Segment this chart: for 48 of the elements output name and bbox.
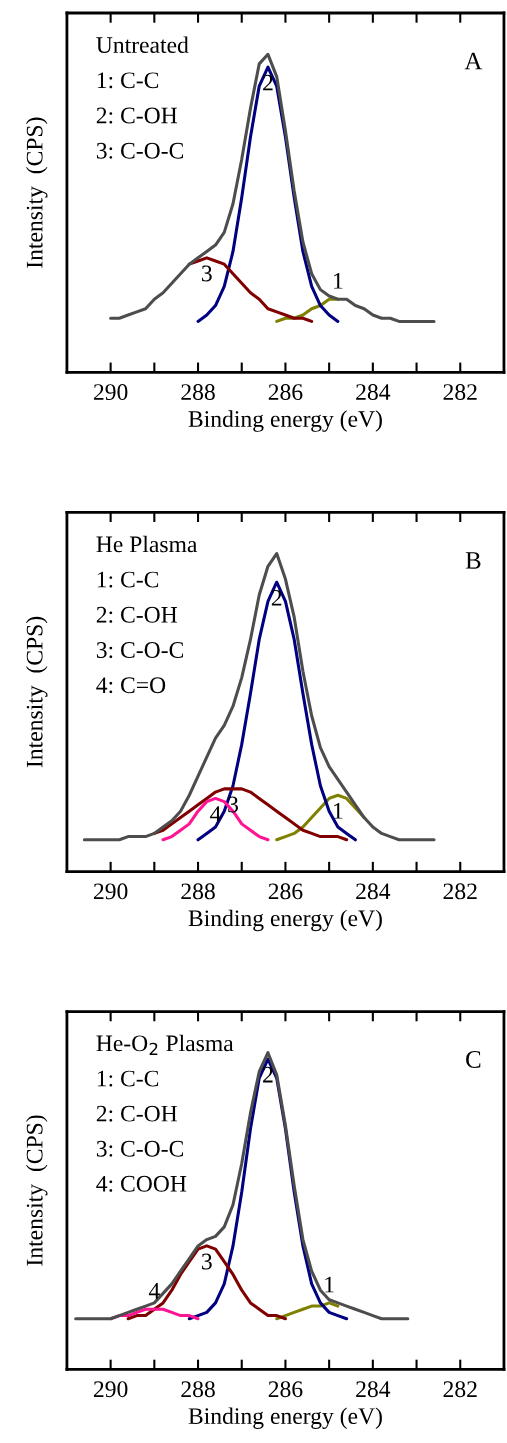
chart-subtitle: A — [464, 52, 483, 70]
x-axis-title: Binding energy (eV) — [188, 410, 382, 432]
y-axis-title: Intensity (CPS) — [26, 117, 48, 268]
x-tick-label: 282 — [443, 384, 477, 401]
annotation: 2: C-OH — [96, 1105, 178, 1122]
annotation: 2 — [271, 589, 282, 606]
annotation: 2: C-OH — [96, 107, 178, 124]
x-tick-label: 282 — [443, 883, 477, 900]
annotation: 1: C-C — [97, 1070, 159, 1087]
annotation: 1 — [325, 1276, 334, 1293]
y-axis-title: Intensity (CPS) — [26, 1115, 48, 1266]
annotation: 2: C-OH — [96, 606, 178, 623]
x-tick-label: 284 — [356, 1381, 391, 1398]
chart-title: He Plasma — [96, 535, 198, 553]
x-tick-label: 288 — [181, 384, 215, 401]
y-axis-title: Intensity (CPS) — [26, 616, 48, 768]
x-tick-label: 286 — [268, 883, 303, 900]
x-axis-title: Binding energy (eV) — [188, 909, 382, 932]
x-tick-label: 288 — [181, 1381, 215, 1398]
annotation: 2 — [263, 74, 273, 91]
chart-title: He-O$_{2}$ Plasma — [96, 1034, 234, 1055]
x-axis-title: Binding energy (eV) — [188, 1407, 382, 1429]
x-tick-label: 288 — [181, 883, 215, 900]
annotation: 1: C-C — [97, 571, 159, 588]
annotation: 1 — [334, 272, 343, 289]
annotation: 4: COOH — [96, 1175, 187, 1192]
x-tick-label: 286 — [268, 1381, 303, 1398]
annotation: 3: C-O-C — [96, 1140, 184, 1157]
annotation: 4 — [148, 1283, 160, 1299]
annotation: 3: C-O-C — [96, 142, 184, 159]
chart-title: Untreated — [96, 36, 189, 54]
chart-subtitle: B — [465, 552, 481, 569]
annotation: 3 — [202, 265, 212, 282]
x-tick-label: 290 — [93, 883, 128, 900]
x-tick-label: 284 — [356, 883, 391, 900]
x-tick-label: 290 — [93, 384, 128, 401]
annotation: 4: C=O — [96, 677, 166, 694]
annotation: 2 — [263, 1066, 273, 1083]
annotation: 4 — [210, 806, 222, 822]
chart-subtitle: C — [466, 1051, 481, 1068]
annotation: 3: C-O-C — [96, 642, 184, 659]
annotation: 1 — [334, 803, 343, 819]
annotation: 1: C-C — [97, 72, 159, 89]
x-tick-label: 284 — [356, 384, 391, 401]
annotation: 3 — [202, 1253, 212, 1270]
x-tick-label: 282 — [443, 1381, 477, 1398]
x-tick-label: 286 — [268, 384, 303, 401]
x-tick-label: 290 — [93, 1381, 128, 1398]
